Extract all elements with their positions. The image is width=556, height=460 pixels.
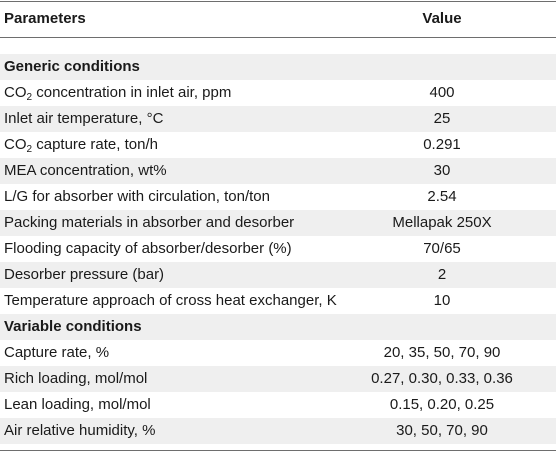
table-row: Inlet air temperature, °C 25	[0, 106, 556, 132]
table-row: Air relative humidity, % 30, 50, 70, 90	[0, 418, 556, 444]
table-row: CO2 concentration in inlet air, ppm 400	[4, 84, 455, 103]
table-top-rule	[0, 1, 556, 2]
table-header-rule	[0, 37, 556, 38]
header-parameters: Parameters	[4, 10, 86, 27]
table-bottom-rule	[0, 450, 556, 451]
section-title-variable: Variable conditions	[0, 314, 556, 340]
table-row: L/G for absorber with circulation, ton/t…	[4, 188, 457, 205]
section-title-generic: Generic conditions	[0, 54, 556, 80]
table-row: CO2 capture rate, ton/h 0.291	[4, 136, 461, 155]
table-row: Packing materials in absorber and desorb…	[0, 210, 556, 236]
table-row: Capture rate, % 20, 35, 50, 70, 90	[4, 344, 501, 361]
table-row: Flooding capacity of absorber/desorber (…	[4, 240, 461, 257]
table-header-row: Parameters Value	[0, 6, 556, 32]
header-value: Value	[422, 10, 462, 27]
table-row: MEA concentration, wt% 30	[0, 158, 556, 184]
table-row: Desorber pressure (bar) 2	[0, 262, 556, 288]
table-row: Lean loading, mol/mol 0.15, 0.20, 0.25	[4, 396, 495, 413]
table-row: Temperature approach of cross heat excha…	[4, 292, 451, 309]
table-row: Rich loading, mol/mol 0.27, 0.30, 0.33, …	[0, 366, 556, 392]
